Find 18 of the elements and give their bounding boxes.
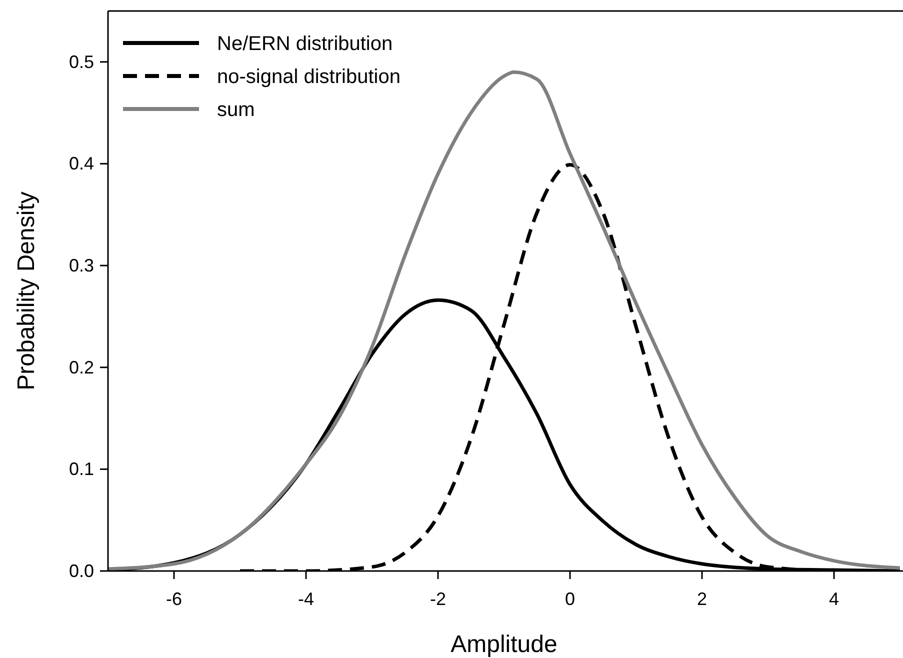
y-tick-label: 0.5 [68, 52, 94, 72]
x-tick-label: 4 [828, 589, 840, 609]
x-tick-label: -6 [166, 589, 182, 609]
y-tick-label: 0.2 [68, 357, 94, 378]
y-tick-label: 0.0 [68, 561, 94, 581]
y-tick-label: 0.1 [68, 459, 94, 480]
line-series [108, 70, 900, 571]
legend-label: no-signal distribution [217, 66, 400, 88]
x-tick-label: -4 [298, 589, 314, 609]
x-tick-label: -2 [430, 589, 446, 609]
legend-label: Ne/ERN distribution [217, 33, 393, 55]
y-tick-label: 0.4 [68, 154, 94, 174]
x-tick-label: 0 [564, 589, 576, 609]
legend-label: sum [217, 99, 255, 121]
y-tick-label: 0.3 [68, 256, 94, 276]
x-tick-label: 2 [696, 589, 708, 609]
y-axis-title: Probability Density [13, 192, 40, 390]
x-axis-title: Amplitude [450, 631, 558, 658]
